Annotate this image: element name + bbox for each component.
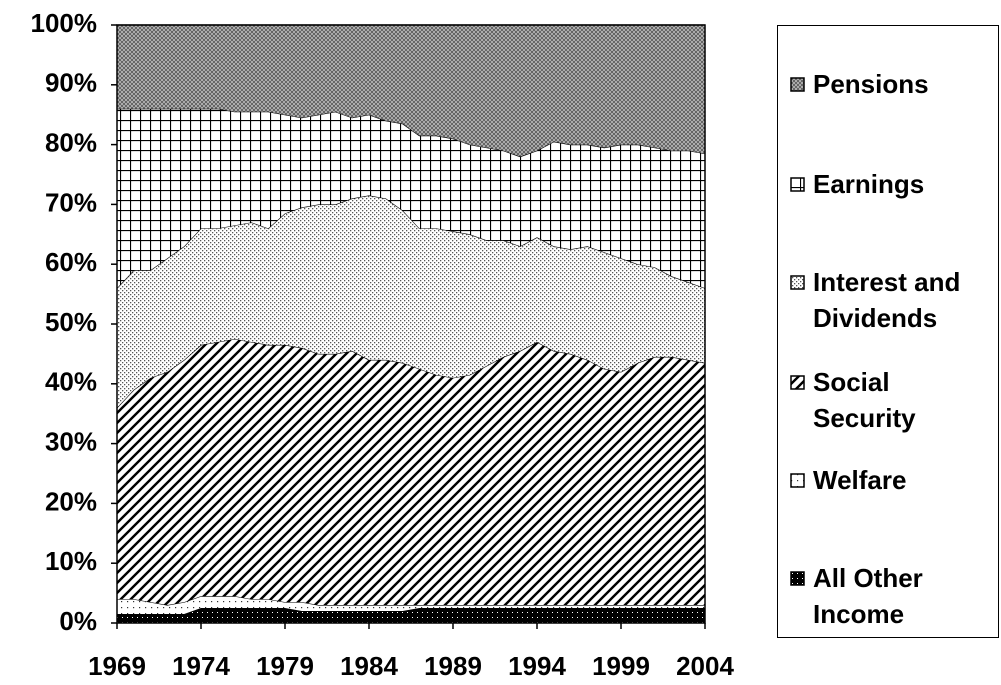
legend-label: All Other Income <box>813 563 923 629</box>
legend-item: Earnings <box>790 166 998 202</box>
legend-swatch <box>790 375 805 390</box>
y-tick-label: 40% <box>45 367 97 397</box>
y-tick-label: 70% <box>45 187 97 217</box>
legend-label: Social Security <box>813 367 916 433</box>
area <box>117 25 705 157</box>
y-tick-label: 10% <box>45 546 97 576</box>
y-tick-label: 0% <box>59 606 97 636</box>
legend-swatch <box>790 77 805 92</box>
legend-label: Pensions <box>813 69 929 99</box>
legend-item: Social Security <box>790 364 998 436</box>
legend-label: Welfare <box>813 465 907 495</box>
legend-swatch <box>790 571 805 586</box>
x-tick-label: 1979 <box>256 651 314 681</box>
x-tick-label: 1989 <box>424 651 482 681</box>
legend-swatch <box>790 177 805 192</box>
y-tick-label: 60% <box>45 247 97 277</box>
legend-swatch <box>790 275 805 290</box>
legend-swatch-rect <box>790 77 805 92</box>
legend-item: Welfare <box>790 462 998 498</box>
legend-swatch-rect <box>790 177 805 192</box>
legend-item: All Other Income <box>790 560 998 632</box>
legend-label: Interest and Dividends <box>813 267 961 333</box>
area <box>117 608 705 623</box>
x-tick-label: 2004 <box>676 651 734 681</box>
x-tick-label: 1984 <box>340 651 398 681</box>
legend-swatch <box>790 473 805 488</box>
y-tick-label: 50% <box>45 307 97 337</box>
y-tick-label: 100% <box>31 8 98 38</box>
x-tick-label: 1974 <box>172 651 230 681</box>
legend-swatch-rect <box>790 275 805 290</box>
legend: Pensions Earnings Interest and Dividends So… <box>777 25 999 638</box>
x-tick-label: 1969 <box>88 651 146 681</box>
legend-swatch-rect <box>790 571 805 586</box>
y-tick-label: 30% <box>45 426 97 456</box>
x-tick-label: 1994 <box>508 651 566 681</box>
area <box>117 108 705 289</box>
legend-swatch-rect <box>790 375 805 390</box>
y-tick-label: 80% <box>45 127 97 157</box>
legend-item: Pensions <box>790 66 998 102</box>
area <box>117 195 705 408</box>
y-tick-label: 90% <box>45 68 97 98</box>
legend-label: Earnings <box>813 169 925 199</box>
legend-swatch-rect <box>790 473 805 488</box>
area <box>117 338 705 606</box>
x-tick-label: 1999 <box>592 651 650 681</box>
legend-item: Interest and Dividends <box>790 264 998 336</box>
y-tick-label: 20% <box>45 486 97 516</box>
